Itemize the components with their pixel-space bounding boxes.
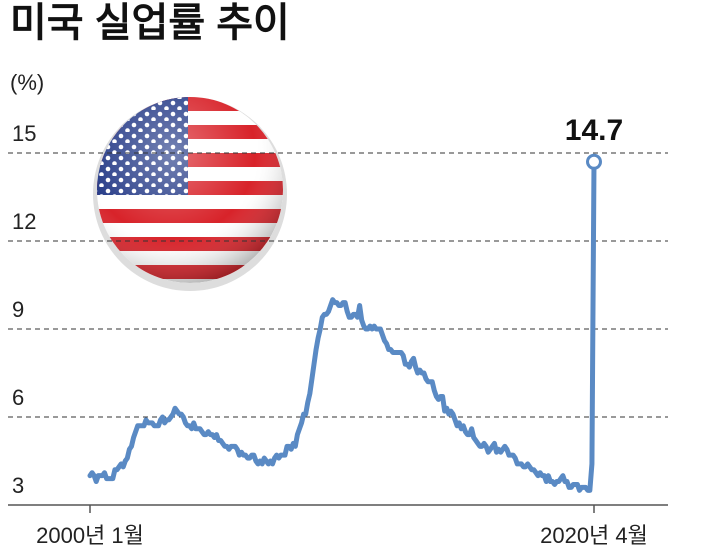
y-tick-label: 9 bbox=[12, 297, 24, 322]
data-line bbox=[87, 159, 597, 493]
end-point bbox=[586, 153, 602, 170]
y-axis-label: (%) bbox=[10, 70, 44, 95]
annotation: 14.7 bbox=[565, 114, 623, 147]
y-tick-label: 12 bbox=[12, 209, 36, 234]
x-tick-label: 2000년 1월 bbox=[36, 523, 144, 548]
y-tick-label: 15 bbox=[12, 121, 36, 146]
y-tick-label: 6 bbox=[12, 385, 24, 410]
y-tick-label: 3 bbox=[12, 473, 24, 498]
chart-title: 미국 실업률 추이 bbox=[10, 1, 290, 45]
x-tick-label: 2020년 4월 bbox=[540, 523, 648, 548]
flag-icon bbox=[93, 97, 287, 291]
